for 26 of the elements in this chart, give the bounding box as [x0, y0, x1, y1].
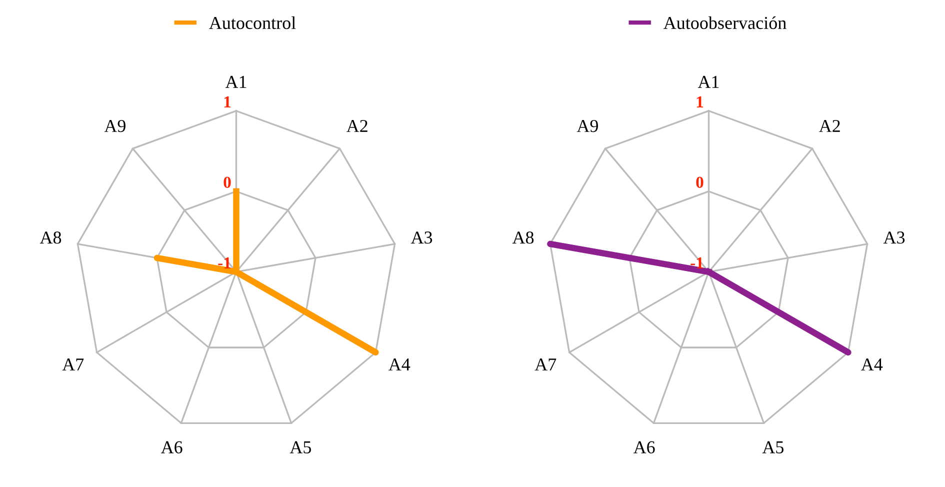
- legend-label: Autocontrol: [209, 16, 296, 30]
- spoke-label: A7: [534, 358, 556, 370]
- spoke-label: A9: [104, 120, 126, 132]
- spoke-label: A7: [62, 358, 84, 370]
- spoke-label: A2: [346, 120, 368, 132]
- spoke-label: A8: [40, 232, 62, 244]
- spoke-label: A9: [576, 120, 598, 132]
- spoke-label: A6: [160, 441, 182, 454]
- y-tick-label: 0: [696, 176, 704, 188]
- y-tick-label: 1: [224, 96, 231, 108]
- y-tick-label: 0: [224, 176, 231, 188]
- spoke-label: A1: [225, 76, 246, 88]
- spoke-label: A1: [698, 76, 719, 88]
- spoke-label: A3: [410, 232, 432, 244]
- y-tick-label: -1: [690, 257, 704, 268]
- spoke-label: A5: [290, 441, 312, 454]
- y-tick-label: -1: [218, 257, 231, 268]
- spoke-label: A6: [633, 441, 655, 454]
- y-tick-label: 1: [696, 96, 704, 108]
- legend-label: Autoobservación: [664, 16, 786, 30]
- spoke-label: A8: [512, 232, 534, 244]
- spoke-label: A4: [388, 358, 410, 370]
- spoke-label: A3: [883, 232, 905, 244]
- spoke-label: A4: [861, 358, 883, 370]
- spoke-label: A2: [818, 120, 840, 132]
- spoke-label: A5: [762, 441, 784, 454]
